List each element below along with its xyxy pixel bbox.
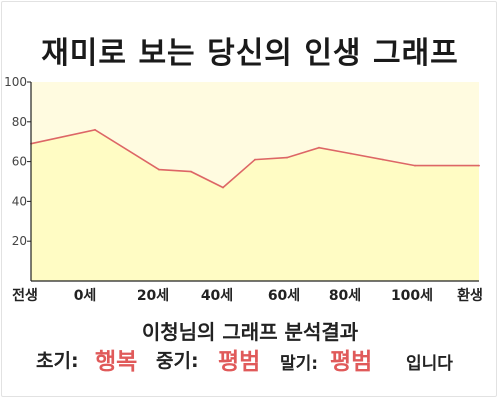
data-point bbox=[286, 156, 288, 159]
series-line bbox=[30, 128, 479, 189]
result-middle: 중기: bbox=[156, 346, 199, 373]
result-early: 초기: bbox=[36, 346, 79, 373]
x-tick-label: 100세 bbox=[391, 288, 433, 304]
data-point bbox=[350, 152, 352, 155]
suffix-text: 입니다 bbox=[406, 354, 453, 374]
data-point bbox=[414, 164, 416, 167]
data-point bbox=[190, 170, 192, 173]
data-point bbox=[318, 146, 320, 149]
x-tick-label: 80세 bbox=[329, 288, 361, 304]
middle-label: 중기: bbox=[156, 350, 199, 372]
middle-value: 평범 bbox=[218, 349, 261, 375]
data-point bbox=[222, 186, 224, 189]
x-tick-label: 0세 bbox=[74, 288, 97, 304]
data-point bbox=[254, 158, 256, 161]
y-tick-label: 80 bbox=[12, 115, 27, 129]
early-value: 행복 bbox=[95, 349, 138, 375]
y-tick-label: 100 bbox=[4, 75, 27, 89]
y-tick-label: 60 bbox=[12, 155, 27, 169]
y-tick-label: 20 bbox=[12, 234, 27, 248]
x-tick-label: 40세 bbox=[201, 288, 233, 304]
x-tick-label: 환생 bbox=[457, 287, 483, 304]
late-label: 말기: bbox=[280, 354, 319, 374]
data-point bbox=[94, 128, 96, 131]
result-suffix: 입니다 bbox=[406, 349, 453, 374]
early-label: 초기: bbox=[36, 350, 79, 372]
late-value: 평범 bbox=[330, 349, 373, 375]
result-late-value-wrap: 평범 bbox=[330, 342, 372, 376]
x-tick-label: 60세 bbox=[268, 288, 300, 304]
result-middle-value-wrap: 평범 bbox=[218, 342, 260, 376]
result-title: 이청님의 그래프 분석결과 bbox=[141, 320, 359, 344]
result-early-value-wrap: 행복 bbox=[95, 342, 137, 376]
data-point bbox=[478, 164, 480, 167]
y-tick-label: 40 bbox=[12, 194, 27, 208]
result-late: 말기: bbox=[280, 349, 318, 374]
page-title: 재미로 보는 당신의 인생 그래프 bbox=[41, 36, 459, 71]
data-point bbox=[158, 168, 160, 171]
x-tick-label: 전생 bbox=[12, 287, 38, 304]
x-tick-label: 20세 bbox=[137, 288, 169, 304]
area-fill bbox=[31, 129, 479, 281]
data-point bbox=[382, 158, 384, 161]
